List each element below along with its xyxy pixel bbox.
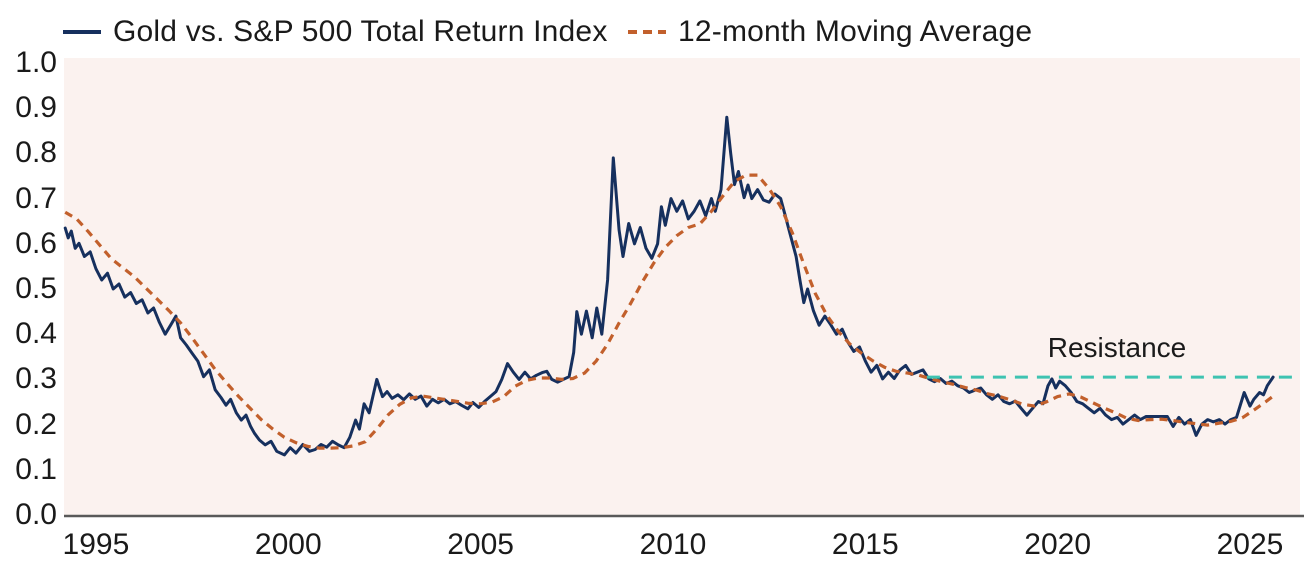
- resistance-annotation: Resistance: [1047, 332, 1187, 363]
- x-tick-label: 2000: [254, 528, 322, 561]
- x-tick-label: 2020: [1024, 528, 1092, 561]
- legend-label-moving-average: 12-month Moving Average: [678, 15, 1033, 48]
- plot-background: [64, 58, 1300, 515]
- legend: Gold vs. S&P 500 Total Return Index 12-m…: [0, 12, 1307, 52]
- series-line-0: [63, 115, 1275, 457]
- y-tick-label: 0.2: [15, 407, 57, 441]
- y-tick-label: 0.6: [15, 226, 57, 260]
- y-tick-label: 0.5: [15, 272, 57, 305]
- x-tick-label: 2025: [1216, 528, 1284, 561]
- dashed-line-swatch-icon: [628, 30, 666, 34]
- y-tick-label: 1.0: [15, 46, 57, 79]
- y-tick-label: 0.7: [15, 181, 57, 215]
- y-tick-label: 0.0: [15, 498, 57, 531]
- y-tick-label: 0.8: [15, 136, 57, 170]
- legend-item-moving-average: 12-month Moving Average: [628, 12, 1032, 52]
- x-tick-label: 2010: [639, 528, 707, 561]
- x-tick-label: 2005: [447, 528, 514, 561]
- solid-line-swatch-icon: [63, 30, 101, 34]
- x-tick-label: 2015: [831, 528, 899, 561]
- y-tick-label: 0.9: [15, 91, 57, 125]
- y-tick-label: 0.1: [15, 452, 57, 486]
- x-tick-label: 1995: [62, 528, 130, 561]
- y-tick-label: 0.3: [15, 362, 57, 396]
- legend-label-gold-vs-sp500: Gold vs. S&P 500 Total Return Index: [113, 15, 608, 48]
- series-line-1: [64, 173, 1276, 450]
- legend-item-gold-vs-sp500: Gold vs. S&P 500 Total Return Index: [63, 12, 608, 52]
- y-tick-label: 0.4: [15, 317, 57, 351]
